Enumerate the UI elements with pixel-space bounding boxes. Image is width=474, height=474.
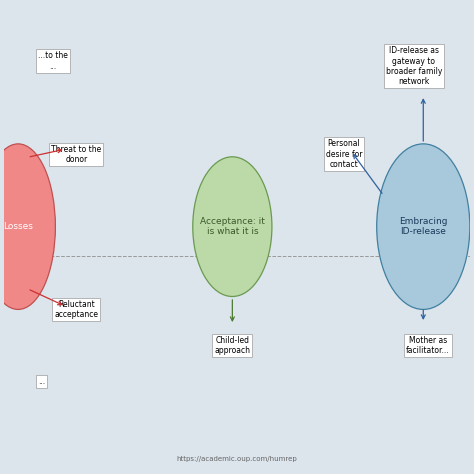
Text: Losses: Losses [3, 222, 33, 231]
Text: Personal
desire for
contact: Personal desire for contact [326, 139, 362, 169]
Text: Threat to the
donor: Threat to the donor [51, 145, 101, 164]
Text: Reluctant
acceptance: Reluctant acceptance [55, 300, 98, 319]
Text: ...: ... [38, 377, 45, 386]
Text: ...to the
...: ...to the ... [38, 51, 68, 71]
Text: Child-led
approach: Child-led approach [214, 336, 250, 356]
Ellipse shape [0, 144, 55, 310]
Text: https://academic.oup.com/humrep: https://academic.oup.com/humrep [177, 456, 297, 463]
Text: Acceptance: it
is what it is: Acceptance: it is what it is [200, 217, 265, 237]
Ellipse shape [377, 144, 470, 310]
Text: Embracing
ID-release: Embracing ID-release [399, 217, 447, 237]
Text: ID-release as
gateway to
broader family
network: ID-release as gateway to broader family … [386, 46, 442, 86]
Ellipse shape [193, 157, 272, 297]
Text: Mother as
facilitator...: Mother as facilitator... [406, 336, 450, 356]
